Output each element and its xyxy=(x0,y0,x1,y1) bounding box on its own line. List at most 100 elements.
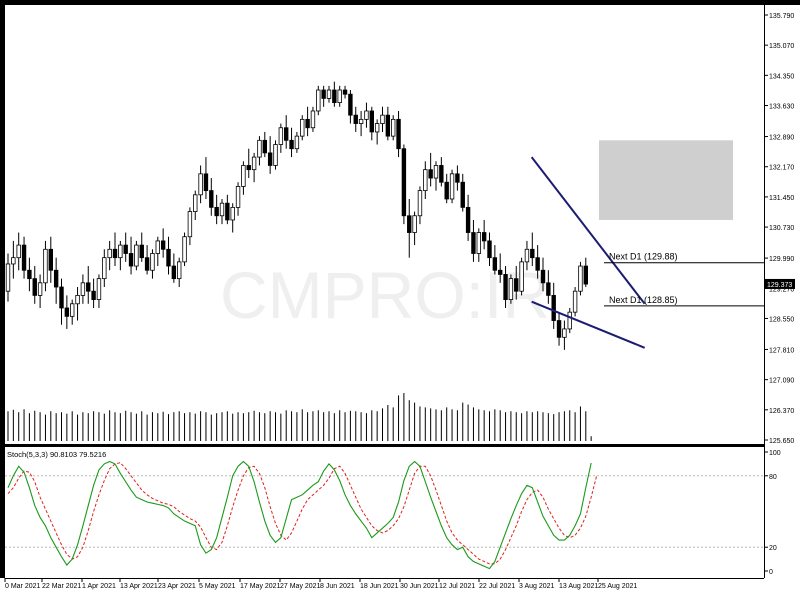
candle xyxy=(134,240,139,271)
candle xyxy=(530,232,535,267)
candle xyxy=(390,115,396,141)
candle xyxy=(540,257,546,292)
candle xyxy=(246,148,251,179)
candle xyxy=(401,144,407,225)
wedge-layer xyxy=(530,156,646,349)
time-tick-label: 25 Aug 2021 xyxy=(598,583,637,590)
candle xyxy=(75,287,80,321)
candle xyxy=(203,157,209,199)
candle xyxy=(144,245,150,275)
candle xyxy=(449,169,455,204)
wedge-upper-line xyxy=(530,156,646,305)
target-zone-layer xyxy=(599,140,733,220)
candle xyxy=(455,165,460,191)
stoch-scale-label: 80 xyxy=(769,474,777,481)
time-tick-label: 22 Mar 2021 xyxy=(42,583,81,590)
candle xyxy=(583,257,588,288)
volume-layer xyxy=(7,393,592,441)
candle xyxy=(519,257,524,296)
time-tick-label: 0 Mar 2021 xyxy=(5,583,41,590)
candle xyxy=(80,274,86,304)
stoch-scale-label: 100 xyxy=(769,450,781,457)
candle xyxy=(139,232,144,262)
candle xyxy=(562,320,567,350)
candle xyxy=(230,203,235,233)
candle xyxy=(171,253,177,283)
price-tick-label: 135.790 xyxy=(769,13,794,20)
right-axis-area xyxy=(764,5,800,579)
stoch-label: Stoch(5,3,3) 90.8103 79.5216 xyxy=(7,450,106,459)
candle xyxy=(369,106,374,141)
candle xyxy=(166,236,171,275)
price-tick-label: 133.630 xyxy=(769,104,794,111)
candle xyxy=(578,261,583,296)
candle xyxy=(556,312,562,346)
candle xyxy=(37,274,43,308)
candle xyxy=(182,232,187,267)
candle xyxy=(21,236,27,279)
candle xyxy=(278,123,284,153)
price-tick-label: 128.550 xyxy=(769,316,794,323)
price-tick-label: 131.450 xyxy=(769,195,794,202)
candle xyxy=(235,182,241,216)
time-tick-label: 13 Apr 2021 xyxy=(120,583,158,590)
candle xyxy=(374,119,380,145)
candle xyxy=(358,110,364,137)
time-tick-label: 12 Jul 2021 xyxy=(439,583,475,590)
stoch-k-line xyxy=(7,460,592,570)
price-tick-label: 125.650 xyxy=(769,438,794,445)
candle xyxy=(332,81,337,107)
candle xyxy=(11,240,16,279)
left-edge xyxy=(0,0,5,578)
candle xyxy=(187,207,193,246)
time-tick-label: 13 Aug 2021 xyxy=(559,583,598,590)
price-tick-label: 130.730 xyxy=(769,225,794,232)
level-layer: Next D1 (129.88) Next D1 (128.85) xyxy=(604,252,764,307)
candle xyxy=(225,194,230,225)
candle-layer xyxy=(5,81,588,350)
stochastic-layer: 100 80 20 0 xyxy=(5,450,781,576)
candle xyxy=(439,157,444,187)
candle xyxy=(417,186,423,225)
candle xyxy=(241,161,246,195)
candle xyxy=(524,240,530,271)
time-tick-label: 17 May 2021 xyxy=(240,583,281,590)
candle xyxy=(321,85,326,107)
candle xyxy=(567,307,572,334)
candle xyxy=(150,249,155,279)
time-tick-label: 3 Aug 2021 xyxy=(519,583,555,590)
candle xyxy=(128,236,134,275)
candle xyxy=(407,198,412,258)
candle xyxy=(27,257,32,292)
candle xyxy=(160,228,166,258)
candle xyxy=(32,266,37,304)
candle xyxy=(385,106,391,141)
price-tick-label: 129.270 xyxy=(769,286,794,293)
price-tick-label: 127.810 xyxy=(769,347,794,354)
target-zone xyxy=(599,140,733,220)
candle xyxy=(118,240,123,271)
price-axis: 135.790 135.070 134.350 133.630 132.890 132.1… xyxy=(764,13,795,445)
candle xyxy=(112,232,118,267)
stoch-scale-label: 0 xyxy=(769,569,773,576)
candle xyxy=(96,274,102,308)
level-label: Next D1 (129.88) xyxy=(609,252,678,262)
time-tick-label: 8 Jun 2021 xyxy=(320,583,355,590)
candle xyxy=(546,270,551,304)
candle xyxy=(476,228,481,262)
top-edge xyxy=(0,0,800,5)
candle xyxy=(16,232,21,271)
candle xyxy=(497,253,503,283)
price-tick-label: 134.350 xyxy=(769,73,794,80)
candle xyxy=(198,165,203,204)
candle xyxy=(364,102,369,128)
candle xyxy=(465,194,471,241)
price-tick-label: 127.090 xyxy=(769,378,794,385)
level-label: Next D1 (128.85) xyxy=(609,295,678,305)
price-tick-label: 135.070 xyxy=(769,43,794,50)
candle xyxy=(273,140,278,170)
candle xyxy=(155,236,160,267)
candle xyxy=(294,131,300,153)
time-tick-label: 1 Apr 2021 xyxy=(82,583,116,590)
candle xyxy=(342,85,348,99)
